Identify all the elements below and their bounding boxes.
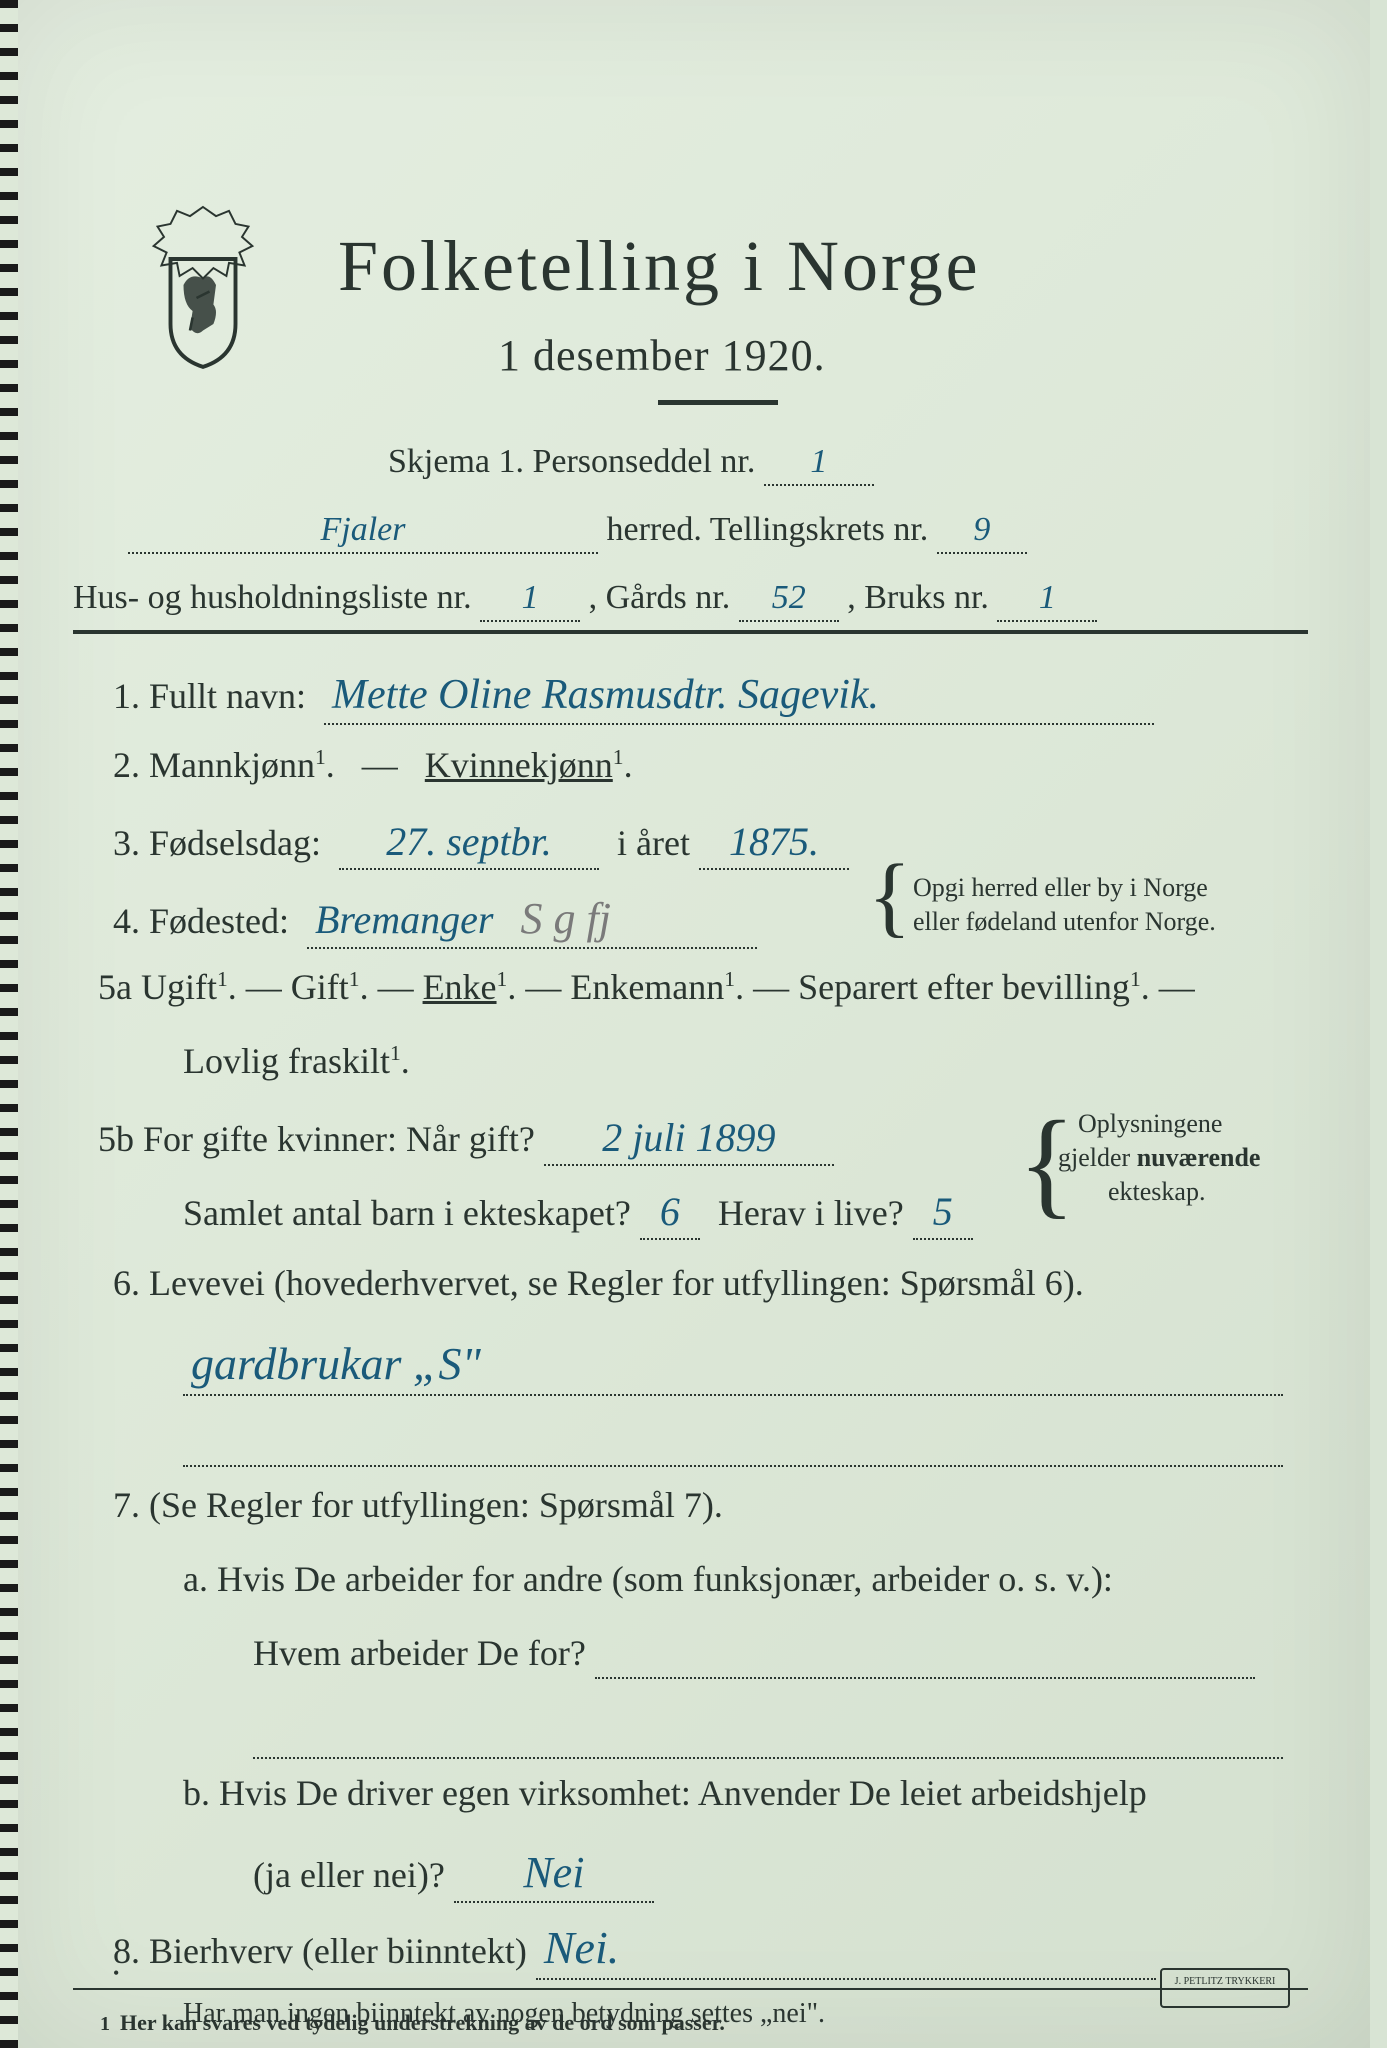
q5a-label: 5a Ugift <box>98 967 217 1007</box>
tellingskrets-nr: 9 <box>937 508 1027 554</box>
q5a-opt4: Enkemann <box>570 967 724 1007</box>
document-paper: Folketelling i Norge 1 desember 1920. Sk… <box>18 0 1370 2048</box>
bruks-nr: 1 <box>997 576 1097 622</box>
hus-row: Hus- og husholdningsliste nr. 1 , Gårds … <box>73 576 1097 622</box>
q7a-label: a. Hvis De arbeider for andre (som funks… <box>183 1556 1113 1603</box>
q5a-row1: 5a Ugift1. — Gift1. — Enke1. — Enkemann1… <box>98 964 1195 1011</box>
q5b-note1: Oplysningene <box>1078 1108 1222 1139</box>
q7b-sub-row: (ja eller nei)? Nei <box>253 1844 654 1903</box>
footnote-1-row: 1 Her kan svares ved tydelig understrekn… <box>100 2010 725 2036</box>
q8-label: 8. Bierhverv (eller biinntekt) <box>113 1931 527 1971</box>
q6-value: gardbrukar „S" <box>183 1334 1283 1396</box>
q5a-opt6: Lovlig fraskilt <box>183 1041 390 1081</box>
gards-label: , Gårds nr. <box>589 579 731 616</box>
q8-value: Nei. <box>536 1918 1156 1980</box>
q4-pencil: S g fj <box>520 894 610 943</box>
q6-blank <box>183 1418 1283 1467</box>
q7a-sub-row: Hvem arbeider De for? <box>253 1630 1255 1679</box>
q5b-label: 5b For gifte kvinner: Når gift? <box>98 1119 535 1159</box>
q4-value: Bremanger <box>315 897 493 942</box>
q7-label: 7. (Se Regler for utfyllingen: Spørsmål … <box>113 1482 723 1529</box>
q5b-live: 5 <box>913 1186 973 1240</box>
q7b-value: Nei <box>454 1844 654 1903</box>
q5b-live-label: Herav i live? <box>718 1193 904 1233</box>
q6-value-row: gardbrukar „S" <box>183 1334 1283 1396</box>
stamp-text: J. PETLITZ TRYKKERI <box>1175 1976 1276 1987</box>
q5b-row1: 5b For gifte kvinner: Når gift? 2 juli 1… <box>98 1112 834 1166</box>
q3-day: 27. septbr. <box>339 816 599 870</box>
q5a-opt5: Separert efter bevilling <box>798 967 1130 1007</box>
q4-label: 4. Fødested: <box>113 901 289 941</box>
q4-note2: eller fødeland utenfor Norge. <box>913 906 1216 937</box>
q1-label: 1. Fullt navn: <box>113 676 306 716</box>
herred-row: Fjaler herred. Tellingskrets nr. 9 <box>128 508 1027 554</box>
q7b-sub: (ja eller nei)? <box>253 1855 445 1895</box>
footnote-star-marker: • <box>113 1963 119 1984</box>
document-subtitle: 1 desember 1920. <box>498 330 826 381</box>
q1-value: Mette Oline Rasmusdtr. Sagevik. <box>324 668 1154 725</box>
document-title: Folketelling i Norge <box>338 225 981 308</box>
q5a-opt3: Enke <box>423 967 497 1007</box>
footnote-1: Her kan svares ved tydelig understreknin… <box>120 2010 725 2035</box>
q5b-barn: 6 <box>640 1186 700 1240</box>
bruks-label: , Bruks nr. <box>847 579 989 616</box>
herred-name: Fjaler <box>128 508 598 554</box>
q5b-row2: Samlet antal barn i ekteskapet? 6 Herav … <box>183 1186 973 1240</box>
q4-note1: Opgi herred eller by i Norge <box>913 872 1208 903</box>
title-rule <box>658 400 778 405</box>
q5b-note2: gjelder nuværende <box>1058 1142 1260 1173</box>
q3-year-label: i året <box>617 823 690 863</box>
q5a-row2: Lovlig fraskilt1. <box>183 1038 410 1085</box>
q5a-opt2: Gift <box>291 967 349 1007</box>
q2-option2: Kvinnekjønn <box>425 745 613 785</box>
q6-label: 6. Levevei (hovederhvervet, se Regler fo… <box>113 1260 1084 1307</box>
q5b-barn-label: Samlet antal barn i ekteskapet? <box>183 1193 631 1233</box>
q5b-note3: ekteskap. <box>1108 1176 1205 1207</box>
q8-row: 8. Bierhverv (eller biinntekt) Nei. <box>113 1918 1156 1980</box>
q2-label: 2. Mannkjønn <box>113 745 315 785</box>
q3-row: 3. Fødselsdag: 27. septbr. i året 1875. <box>113 816 849 870</box>
coat-of-arms-icon <box>138 200 268 370</box>
q7a-blank <box>253 1710 1283 1759</box>
q7b-label: b. Hvis De driver egen virksomhet: Anven… <box>183 1770 1147 1817</box>
personseddel-nr: 1 <box>764 440 874 486</box>
q1-row: 1. Fullt navn: Mette Oline Rasmusdtr. Sa… <box>113 668 1154 725</box>
q3-label: 3. Fødselsdag: <box>113 823 321 863</box>
q2-dash: — <box>362 745 398 785</box>
perforation-edge <box>0 0 18 2048</box>
q4-brace: { <box>868 870 911 919</box>
skjema-label: Skjema 1. Personseddel nr. <box>388 443 755 480</box>
q4-row: 4. Fødested: Bremanger S g fj <box>113 890 757 949</box>
herred-label: herred. Tellingskrets nr. <box>607 511 929 548</box>
gards-nr: 52 <box>739 576 839 622</box>
hus-label: Hus- og husholdningsliste nr. <box>73 579 472 616</box>
q7a-sub: Hvem arbeider De for? <box>253 1633 586 1673</box>
footnote-rule <box>73 1988 1308 1990</box>
hus-nr: 1 <box>480 576 580 622</box>
header-rule <box>73 630 1308 634</box>
q5b-gift: 2 juli 1899 <box>544 1112 834 1166</box>
skjema-row: Skjema 1. Personseddel nr. 1 <box>388 440 874 486</box>
q3-year: 1875. <box>699 816 849 870</box>
q2-row: 2. Mannkjønn1. — Kvinnekjønn1. <box>113 742 633 789</box>
printer-stamp: J. PETLITZ TRYKKERI <box>1160 1968 1290 2008</box>
